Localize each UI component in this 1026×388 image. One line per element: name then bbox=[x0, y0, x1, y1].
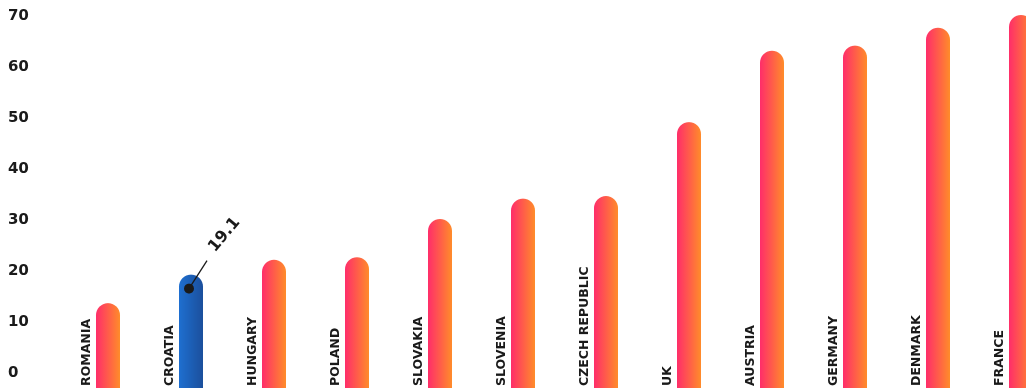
category-label: SLOVAKIA bbox=[410, 316, 425, 386]
category-label: GERMANY bbox=[825, 315, 840, 386]
category-label: ROMANIA bbox=[78, 319, 93, 386]
category-label: CROATIA bbox=[161, 325, 176, 386]
bar-czech-republic bbox=[594, 196, 618, 388]
bar-poland bbox=[345, 257, 369, 388]
y-axis-ticks: 0 10 20 30 40 50 60 70 bbox=[8, 6, 29, 381]
bar-denmark bbox=[926, 27, 950, 388]
y-tick-label: 70 bbox=[8, 6, 29, 24]
annotation-dot bbox=[184, 283, 194, 294]
y-tick-label: 30 bbox=[8, 210, 29, 228]
category-label: SLOVENIA bbox=[493, 316, 508, 386]
annotation-value-label: 19.1 bbox=[204, 213, 244, 255]
y-tick-label: 20 bbox=[8, 261, 29, 279]
bar-uk bbox=[677, 122, 701, 388]
category-label: AUSTRIA bbox=[742, 325, 757, 386]
y-tick-label: 10 bbox=[8, 312, 29, 330]
category-label: HUNGARY bbox=[244, 316, 259, 386]
category-labels: ROMANIA CROATIA HUNGARY POLAND SLOVAKIA SLOVE… bbox=[78, 266, 1006, 386]
annotation: 19.1 bbox=[184, 213, 243, 294]
bars bbox=[96, 15, 1026, 388]
bar-hungary bbox=[262, 259, 286, 388]
annotation-leader-line bbox=[188, 260, 208, 289]
y-tick-label: 40 bbox=[8, 159, 29, 177]
bar-romania bbox=[96, 303, 120, 388]
category-label: POLAND bbox=[327, 328, 342, 386]
bar-slovakia bbox=[428, 219, 452, 388]
y-tick-label: 50 bbox=[8, 108, 29, 126]
category-label: DENMARK bbox=[908, 314, 923, 386]
category-label: FRANCE bbox=[991, 330, 1006, 386]
category-label: UK bbox=[659, 365, 674, 386]
category-label: CZECH REPUBLIC bbox=[576, 266, 591, 386]
y-tick-label: 60 bbox=[8, 57, 29, 75]
bar-croatia bbox=[179, 274, 203, 388]
bar-slovenia bbox=[511, 198, 535, 388]
bar-germany bbox=[843, 45, 867, 388]
bar-austria bbox=[760, 50, 784, 388]
bar-france bbox=[1009, 15, 1026, 388]
y-tick-label: 0 bbox=[8, 363, 18, 381]
